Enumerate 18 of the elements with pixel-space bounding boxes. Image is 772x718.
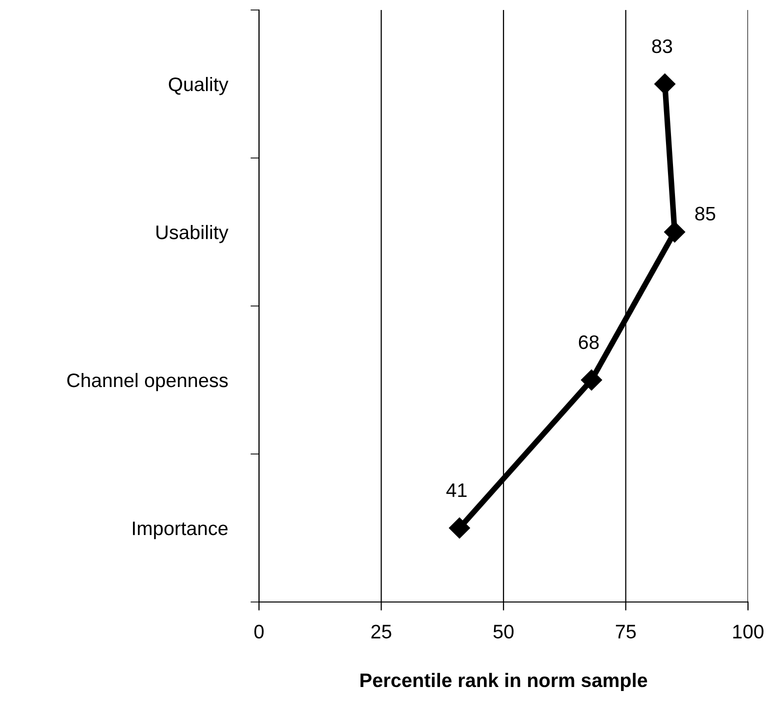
data-label: 85 — [695, 206, 716, 221]
point — [448, 517, 470, 539]
y-tick-label: Channel openness — [67, 372, 228, 392]
data-label: 83 — [652, 39, 672, 54]
x-tick-label: 25 — [371, 624, 392, 639]
point — [654, 73, 676, 95]
data-label: 68 — [578, 335, 599, 350]
data-label: 41 — [446, 484, 467, 497]
x-tick-label: 75 — [616, 624, 636, 639]
x-tick-label: 0 — [254, 624, 264, 639]
x-axis-title: Percentile rank in norm sample — [360, 672, 648, 692]
y-tick-label: Usability — [156, 224, 228, 244]
y-tick-label: Importance — [132, 522, 228, 540]
y-tick-label: Quality — [168, 76, 228, 96]
x-tick-label: 50 — [493, 624, 514, 639]
point — [581, 369, 602, 391]
x-tick-label: 100 — [733, 624, 764, 639]
point — [664, 221, 686, 243]
